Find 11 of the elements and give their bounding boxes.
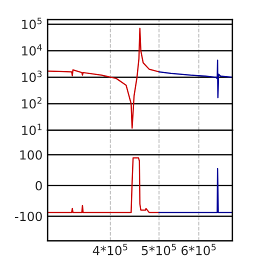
- y-tick-label: -100: [14, 212, 42, 222]
- y-tick-label: 0: [36, 180, 42, 190]
- y-tick-label: 10$^{2}$: [22, 97, 42, 109]
- x-tick-label: 6*10$^{5}$: [182, 244, 216, 256]
- y-tick-label: 100: [20, 150, 42, 160]
- x-tick-label: 4*10$^{5}$: [92, 244, 128, 256]
- x-tick-label: 5*10$^{5}$: [142, 244, 176, 256]
- y-tick-label: 10$^{3}$: [22, 70, 42, 82]
- y-tick-label: 10$^{4}$: [22, 44, 42, 56]
- y-tick-label: 10$^{5}$: [22, 18, 42, 30]
- y-tick-label: 10$^{1}$: [22, 124, 42, 136]
